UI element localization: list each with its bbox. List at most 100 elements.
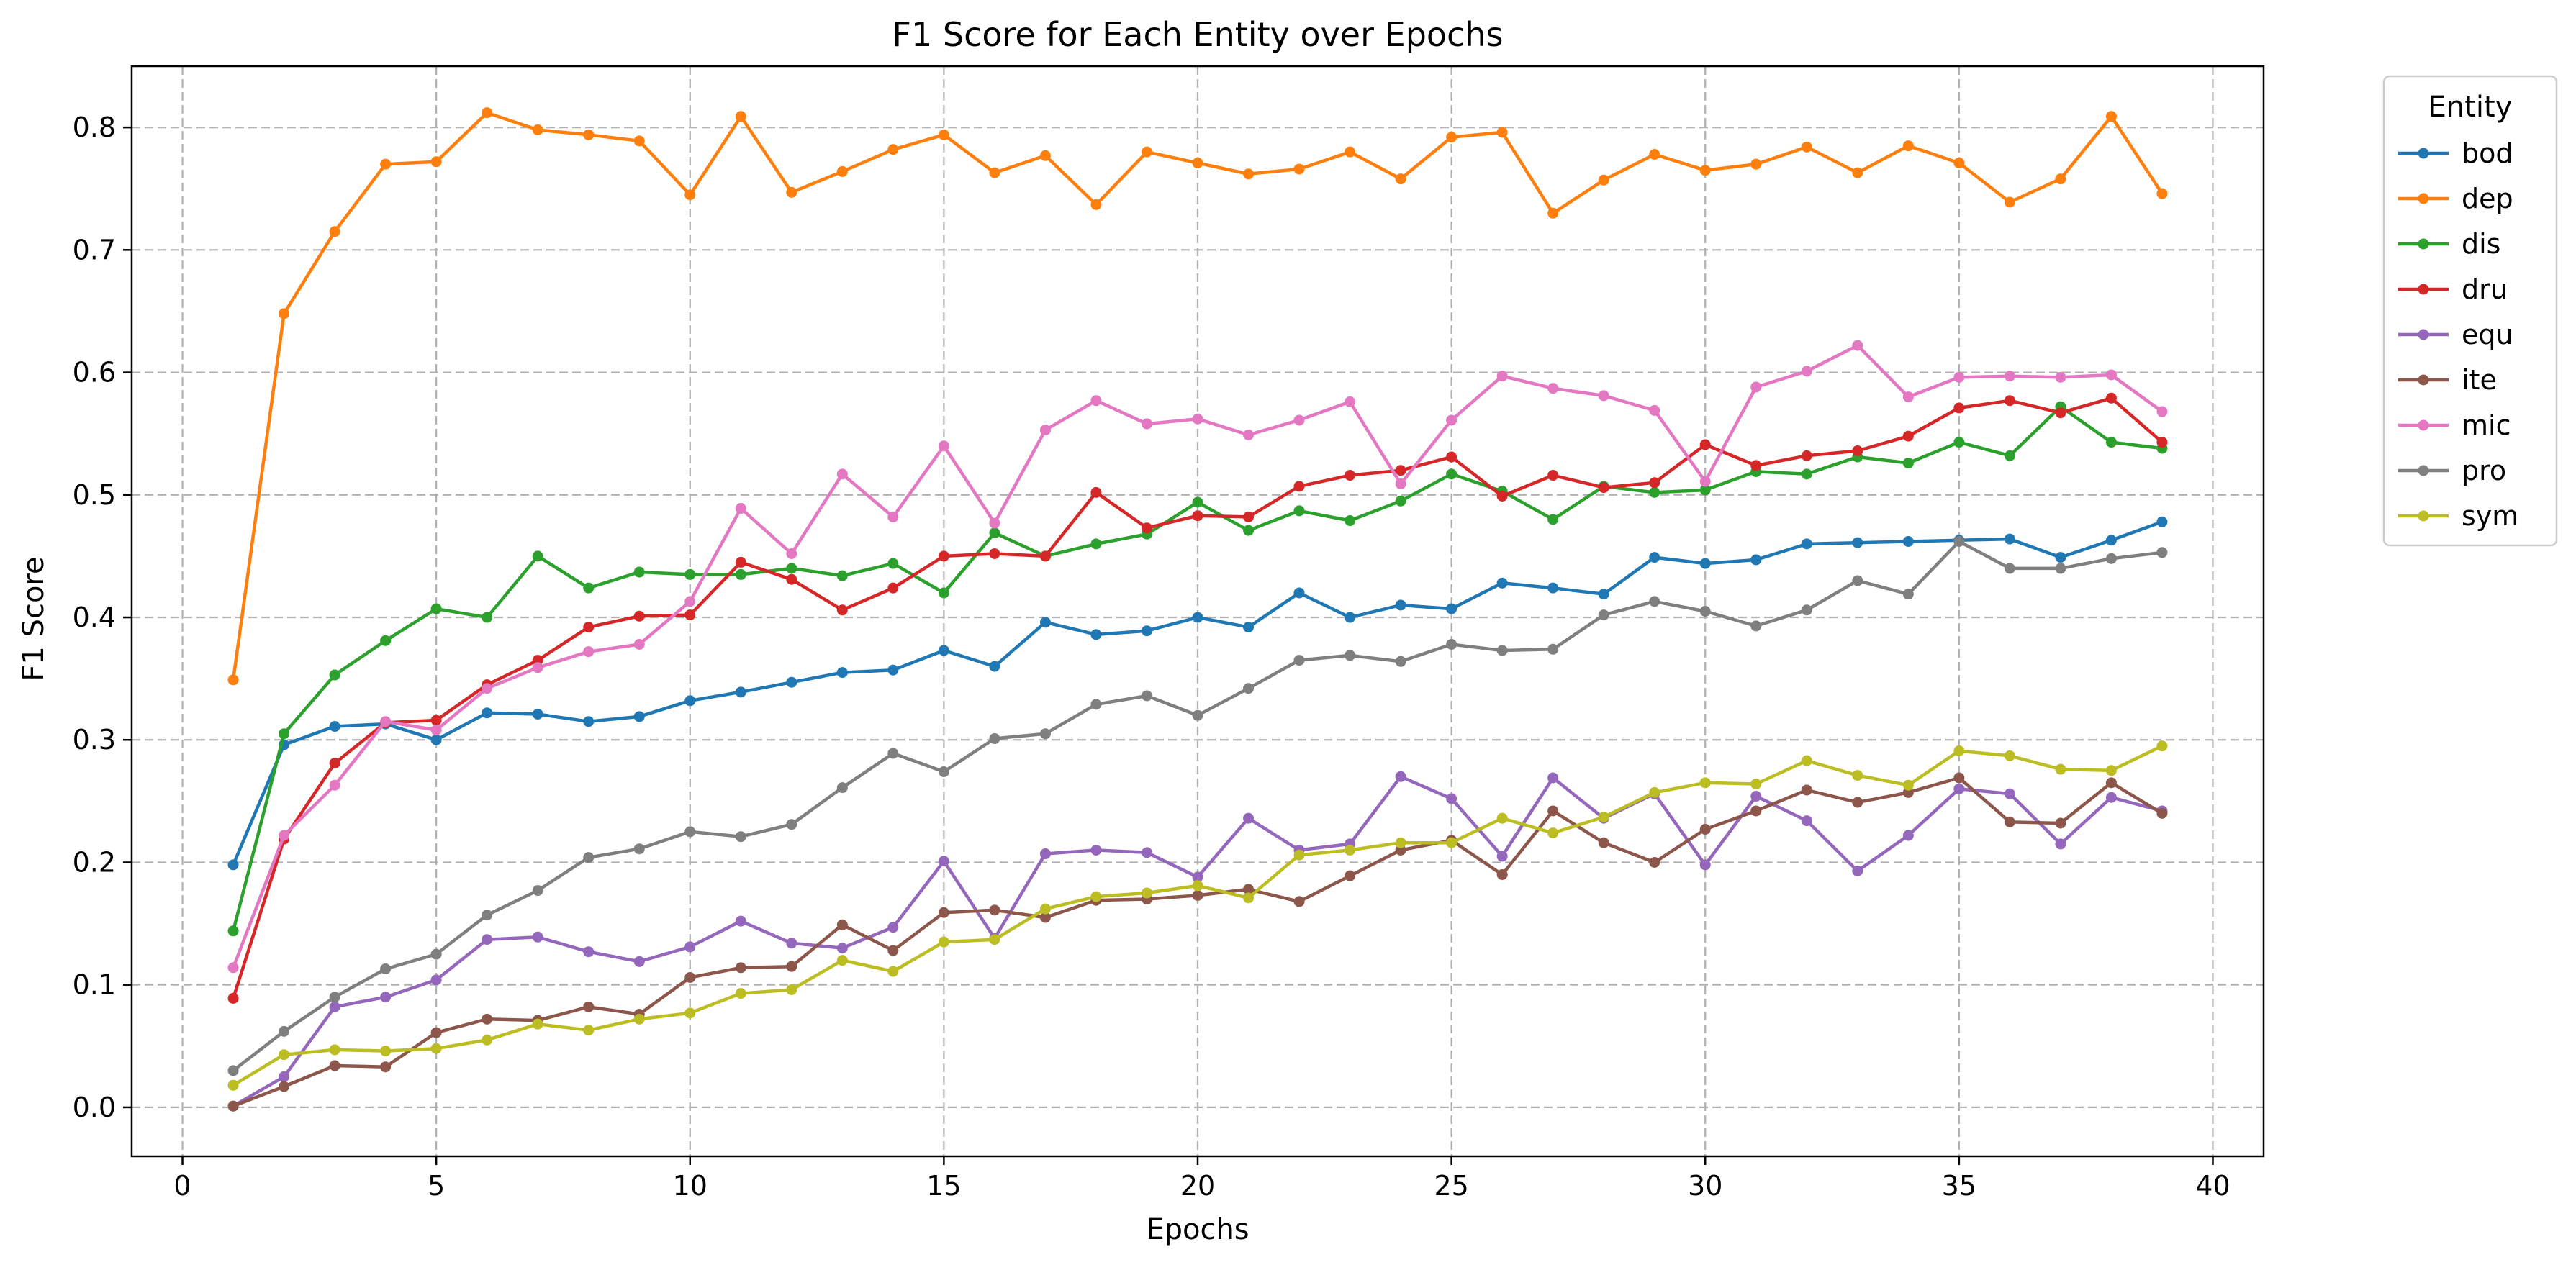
data-point-dep — [1446, 132, 1458, 143]
data-point-bod — [482, 707, 493, 719]
data-point-pro — [1649, 596, 1660, 607]
data-point-pro — [2156, 547, 2168, 558]
data-point-mic — [279, 830, 290, 841]
data-point-dru — [1446, 451, 1458, 463]
data-point-pro — [633, 843, 645, 855]
data-point-dru — [2055, 407, 2066, 419]
series-layer — [227, 107, 2168, 1112]
data-point-dep — [227, 674, 239, 686]
data-point-dru — [2004, 395, 2015, 407]
data-point-dep — [380, 158, 392, 170]
data-point-ite — [1345, 870, 1356, 881]
data-point-ite — [1801, 784, 1812, 796]
data-point-equ — [1496, 851, 1508, 862]
data-point-mic — [430, 725, 442, 736]
data-point-pro — [227, 1065, 239, 1076]
data-point-pro — [989, 733, 1000, 745]
data-point-pro — [2055, 563, 2066, 574]
data-point-equ — [1446, 793, 1458, 804]
data-point-mic — [1039, 425, 1051, 436]
y-tick-label: 0.4 — [73, 602, 116, 633]
data-point-equ — [2055, 838, 2066, 850]
data-point-dep — [786, 186, 797, 198]
data-point-sym — [482, 1034, 493, 1046]
data-point-mic — [1953, 371, 1965, 383]
data-point-dis — [1345, 515, 1356, 527]
data-point-sym — [583, 1025, 595, 1036]
data-point-sym — [1902, 779, 1914, 791]
data-point-bod — [1293, 587, 1305, 599]
data-point-ite — [836, 919, 848, 930]
data-point-dep — [1598, 174, 1609, 186]
data-point-bod — [786, 676, 797, 688]
data-point-sym — [1243, 892, 1255, 904]
data-point-dis — [583, 582, 595, 594]
x-tick-label: 25 — [1434, 1170, 1468, 1202]
data-point-dru — [1801, 450, 1812, 461]
data-point-dis — [1293, 505, 1305, 517]
data-point-ite — [1750, 805, 1762, 817]
data-point-ite — [1293, 896, 1305, 907]
data-point-pro — [735, 831, 746, 843]
data-point-ite — [1699, 824, 1711, 835]
legend-marker-pro — [2418, 465, 2429, 476]
data-point-mic — [1446, 414, 1458, 426]
data-point-mic — [329, 779, 340, 791]
data-point-bod — [938, 645, 949, 656]
data-point-dis — [1243, 525, 1255, 536]
legend-marker-dep — [2418, 193, 2429, 204]
data-point-ite — [684, 971, 696, 983]
data-point-dru — [1547, 470, 1559, 481]
data-point-bod — [227, 859, 239, 871]
data-point-mic — [1090, 395, 1102, 407]
data-point-mic — [938, 440, 949, 452]
data-point-ite — [227, 1100, 239, 1112]
data-point-dru — [1293, 481, 1305, 492]
data-point-dis — [1192, 496, 1203, 508]
data-point-dru — [1090, 486, 1102, 498]
data-point-mic — [380, 716, 392, 727]
data-point-mic — [786, 548, 797, 559]
data-point-pro — [1446, 638, 1458, 650]
data-point-dep — [1750, 158, 1762, 170]
legend-label-pro: pro — [2462, 455, 2506, 486]
data-point-ite — [735, 962, 746, 974]
data-point-equ — [380, 992, 392, 1003]
data-point-equ — [1852, 865, 1863, 876]
y-tick-label: 0.6 — [73, 357, 116, 389]
data-point-mic — [1699, 476, 1711, 487]
data-point-pro — [1243, 683, 1255, 694]
x-tick-label: 10 — [673, 1170, 708, 1202]
data-point-equ — [1141, 847, 1152, 858]
data-point-sym — [1953, 745, 1965, 757]
data-point-dep — [1547, 207, 1559, 219]
data-point-equ — [1243, 812, 1255, 824]
data-point-bod — [1090, 629, 1102, 640]
data-point-bod — [633, 711, 645, 722]
data-point-dis — [227, 925, 239, 937]
data-point-pro — [1090, 699, 1102, 710]
y-tick-label: 0.7 — [73, 234, 116, 266]
y-tick-label: 0.3 — [73, 724, 116, 756]
data-point-sym — [1547, 827, 1559, 839]
data-point-dru — [938, 550, 949, 562]
data-point-dru — [1496, 490, 1508, 502]
x-tick-label: 5 — [428, 1170, 445, 1202]
data-point-dep — [2004, 196, 2015, 208]
data-point-sym — [1090, 891, 1102, 902]
data-point-pro — [1699, 606, 1711, 617]
data-point-dru — [1243, 511, 1255, 522]
data-point-bod — [1649, 552, 1660, 563]
data-point-sym — [887, 966, 899, 977]
data-point-pro — [887, 748, 899, 759]
data-point-sym — [1192, 880, 1203, 892]
legend-label-dis: dis — [2462, 228, 2500, 260]
x-tick-label: 15 — [926, 1170, 961, 1202]
data-point-dis — [1699, 484, 1711, 496]
data-point-bod — [1598, 589, 1609, 600]
series-mic — [227, 340, 2168, 974]
data-point-pro — [938, 766, 949, 777]
data-point-bod — [430, 734, 442, 745]
data-point-sym — [1446, 837, 1458, 848]
